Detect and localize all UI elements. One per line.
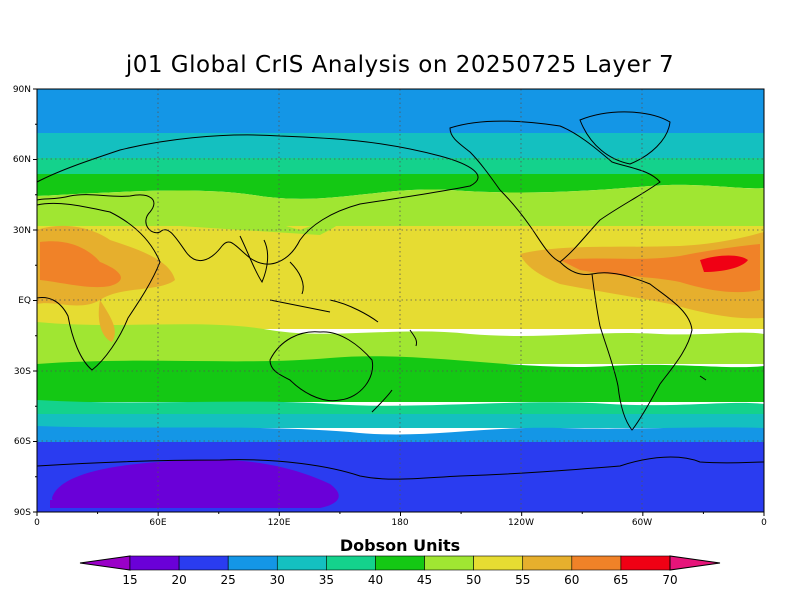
colorbar-segment (326, 555, 376, 571)
lon-tick-label: 0 (761, 518, 767, 528)
colorbar-label: 65 (613, 573, 628, 587)
lon-tick-label: 60W (632, 518, 652, 528)
colorbar-label: 40 (368, 573, 383, 587)
colorbar-segment (178, 555, 229, 571)
colorbar-segment (571, 555, 622, 571)
graticule (37, 89, 764, 512)
lon-axis: 0 60E 120E 180 120W 60W 0 (34, 518, 767, 528)
colorbar-segment (276, 555, 327, 571)
lon-tick-label: 180 (391, 518, 408, 528)
colorbar-label: 50 (466, 573, 481, 587)
colorbar-segment (522, 555, 573, 571)
colorbar-segment (424, 555, 474, 571)
lat-tick-label: 30S (14, 367, 31, 377)
colorbar-segment (620, 555, 671, 571)
colorbar-label: 15 (122, 573, 137, 587)
colorbar: 15 20 25 30 35 40 45 50 55 60 65 70 (79, 555, 721, 587)
lon-tick-label: 60E (149, 518, 166, 528)
colorbar-segment (227, 555, 278, 571)
lon-tick-label: 120E (268, 518, 291, 528)
colorbar-label: 25 (221, 573, 236, 587)
lat-tick-label: 90N (13, 85, 31, 95)
colorbar-label: 45 (417, 573, 432, 587)
lat-tick-label: 30N (13, 226, 31, 236)
colorbar-segment (473, 555, 524, 571)
lat-axis: 90N 60N 30N EQ 30S 60S 90S (13, 85, 31, 518)
colorbar-label: 60 (564, 573, 579, 587)
ozone-field (37, 89, 764, 512)
colorbar-label: 70 (662, 573, 677, 587)
colorbar-title: Dobson Units (339, 536, 461, 555)
colorbar-label: 30 (270, 573, 285, 587)
colorbar-segment (129, 555, 180, 571)
lat-tick-label: 60S (14, 437, 31, 447)
colorbar-label: 55 (515, 573, 530, 587)
lat-tick-label: 90S (14, 508, 31, 518)
map-title: j01 Global CrIS Analysis on 20250725 Lay… (125, 52, 675, 78)
lon-tick-label: 0 (34, 518, 40, 528)
lon-tick-label: 120W (508, 518, 534, 528)
colorbar-segment (375, 555, 425, 571)
colorbar-label: 20 (171, 573, 186, 587)
lat-tick-label: EQ (18, 296, 31, 306)
colorbar-segment (79, 555, 131, 571)
coastlines (37, 111, 764, 480)
colorbar-label: 35 (319, 573, 334, 587)
lat-tick-label: 60N (13, 155, 31, 165)
colorbar-segment (669, 555, 721, 571)
axis-marks (33, 88, 765, 516)
